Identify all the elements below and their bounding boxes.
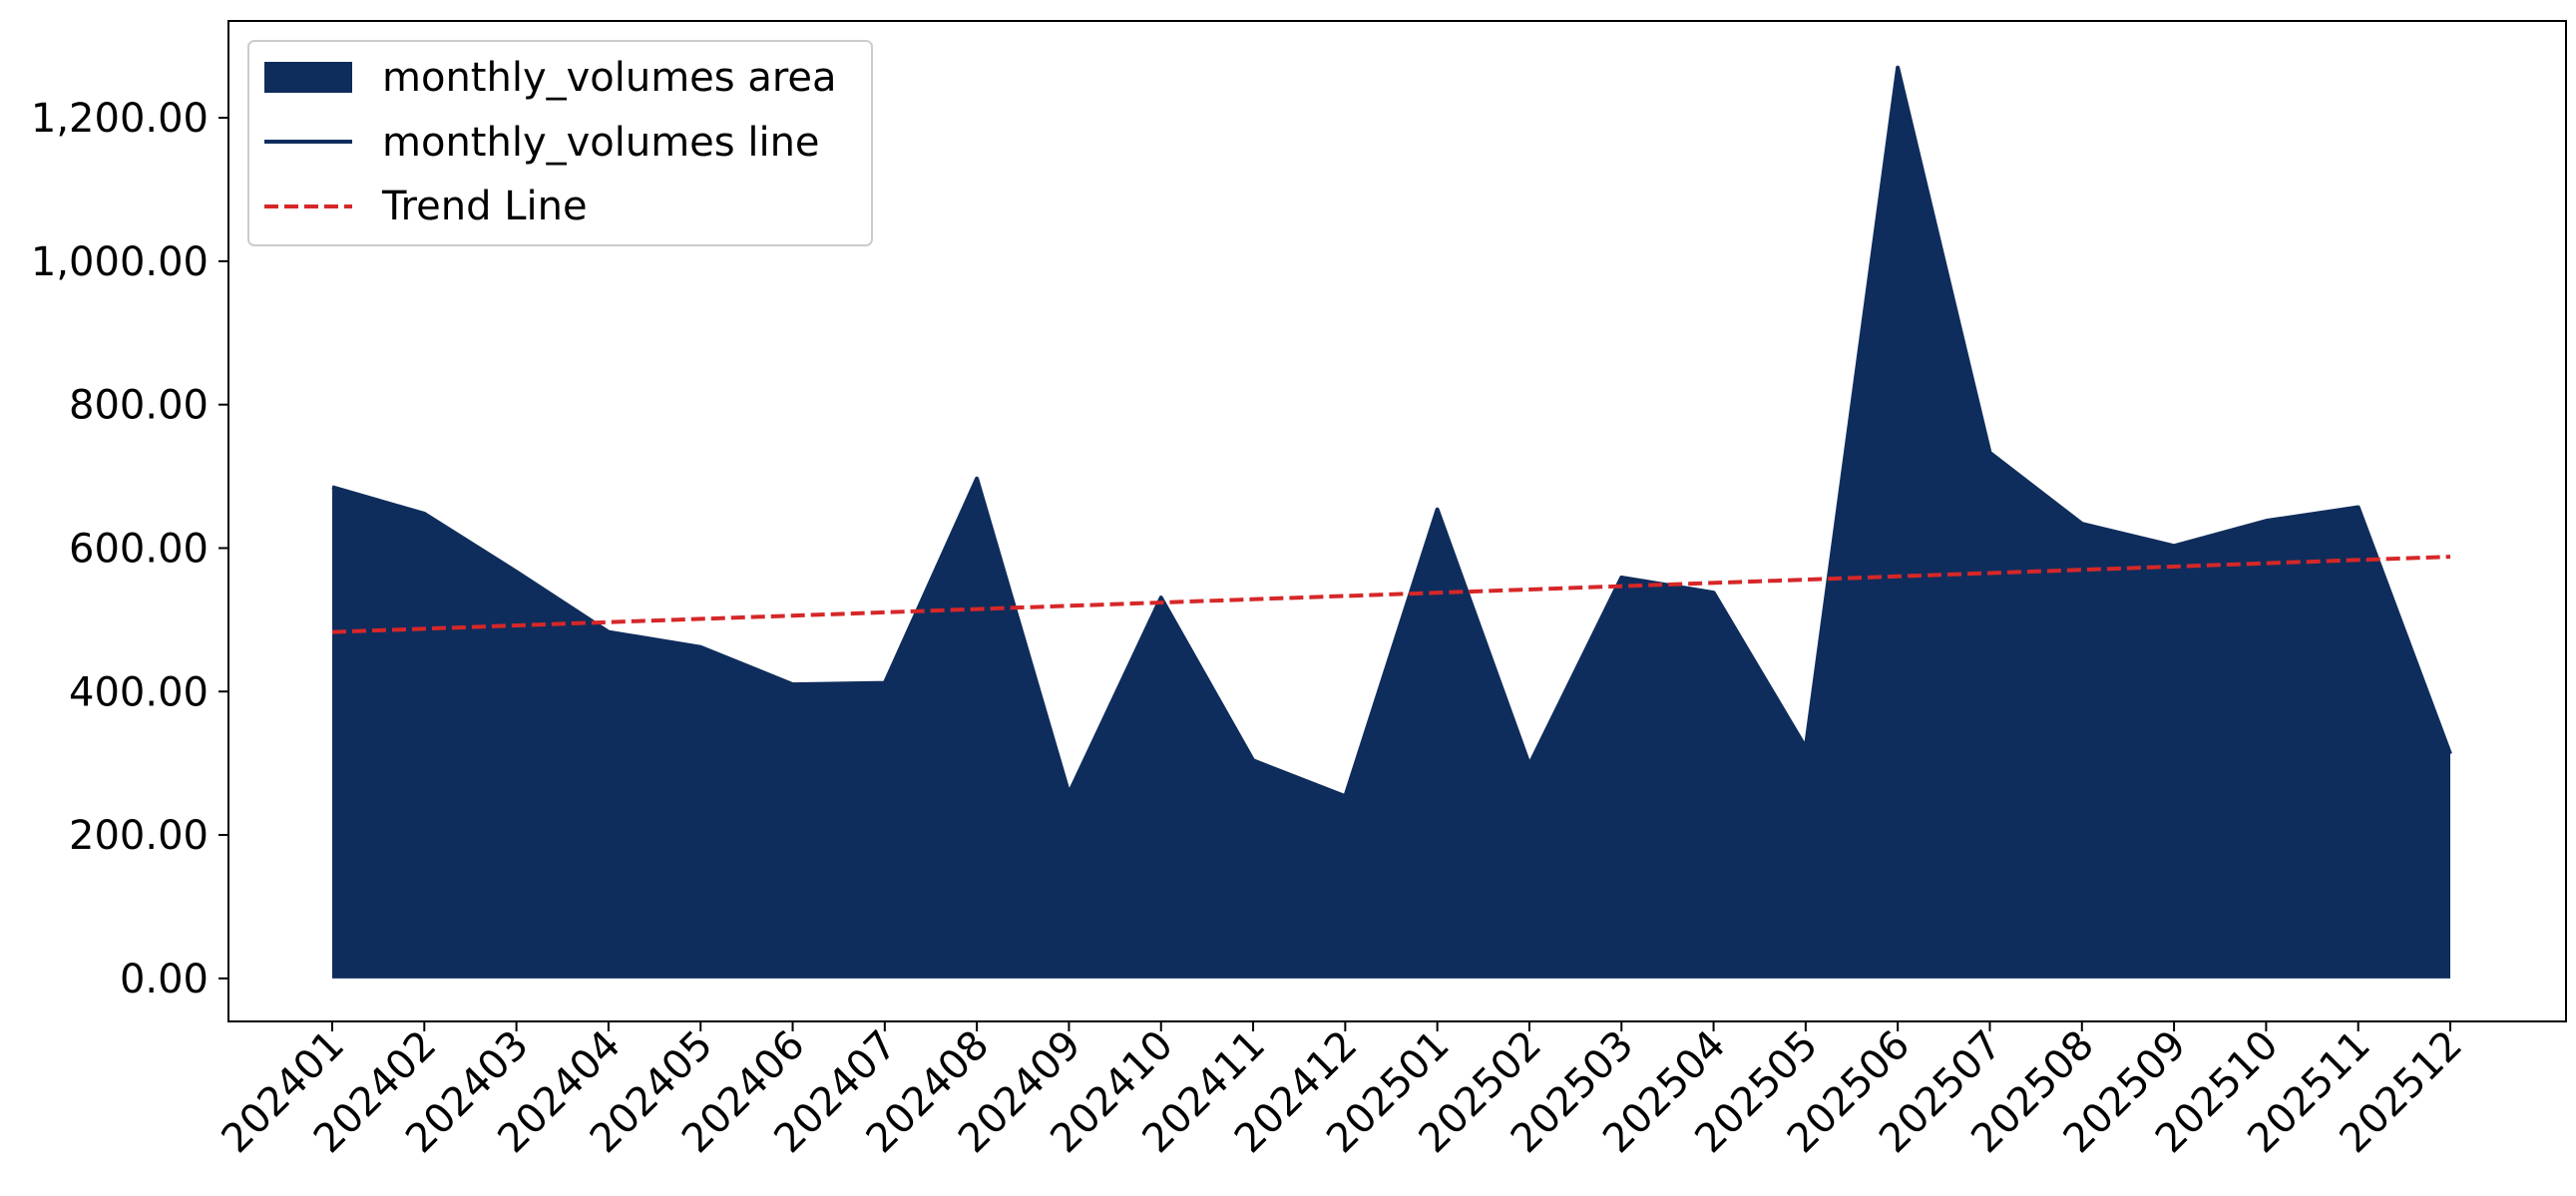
- trend-line: [331, 555, 2451, 634]
- x-axis: 2024012024022024032024042024052024062024…: [214, 1021, 2471, 1162]
- legend: monthly_volumes area monthly_volumes lin…: [247, 40, 873, 246]
- series-line: [331, 65, 2452, 799]
- area-fill: [332, 67, 2450, 979]
- plot-layer: [331, 65, 2452, 979]
- y-tick-label: 200.00: [69, 813, 209, 859]
- legend-label-trend: Trend Line: [381, 184, 588, 229]
- legend-area-swatch: [264, 62, 352, 93]
- y-axis: 0.00 200.00 400.00 600.00 800.00 1,000.00 1,20…: [31, 96, 228, 1002]
- legend-label-area: monthly_volumes area: [382, 55, 837, 101]
- plot-frame: [227, 20, 2567, 1022]
- y-tick-label: 0.00: [120, 957, 209, 1002]
- y-tick-label: 800.00: [69, 383, 209, 429]
- legend-frame: [247, 40, 873, 246]
- y-tick-label: 1,000.00: [31, 239, 209, 285]
- y-tick-label: 400.00: [69, 669, 209, 715]
- y-tick-label: 1,200.00: [31, 96, 209, 142]
- y-tick-label: 600.00: [69, 526, 209, 572]
- legend-label-line: monthly_volumes line: [382, 120, 820, 166]
